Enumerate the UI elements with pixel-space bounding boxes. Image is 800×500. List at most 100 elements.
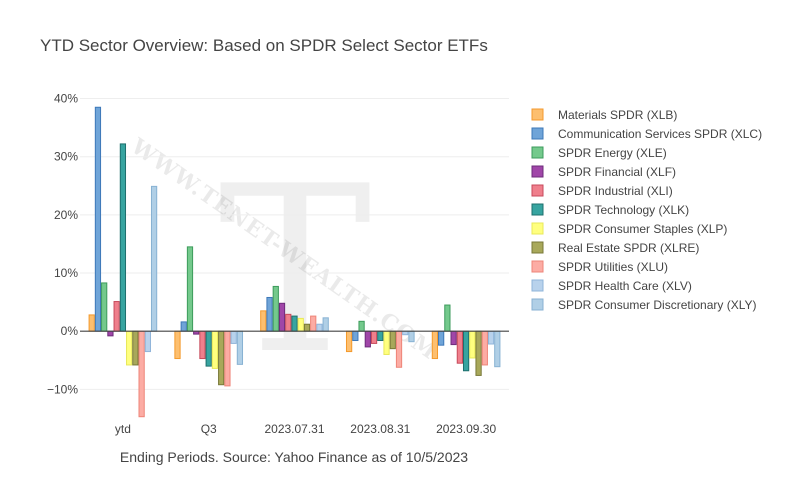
legend-swatch <box>531 165 544 178</box>
bar[interactable] <box>494 330 501 368</box>
legend-swatch <box>531 108 544 121</box>
watermark: T WWW.TENET-WEALTH.COM <box>125 133 441 405</box>
bar[interactable] <box>180 321 187 332</box>
bar[interactable] <box>431 330 439 360</box>
bar[interactable] <box>395 330 403 368</box>
legend-label: SPDR Consumer Staples (XLP) <box>558 222 727 236</box>
bar[interactable] <box>278 302 286 332</box>
x-tick-label: 2023.08.31 <box>350 422 410 436</box>
bar[interactable] <box>370 330 378 344</box>
legend-swatch <box>531 203 544 216</box>
legend-label: SPDR Financial (XLF) <box>558 165 676 179</box>
bar[interactable] <box>469 330 476 359</box>
legend-item[interactable]: SPDR Utilities (XLU) <box>531 260 668 274</box>
legend-label: SPDR Industrial (XLI) <box>558 184 673 198</box>
legend-label: Communication Services SPDR (XLC) <box>558 127 762 141</box>
legend-label: Real Estate SPDR (XLRE) <box>558 241 699 255</box>
bar[interactable] <box>475 330 482 376</box>
legend-label: SPDR Energy (XLE) <box>558 146 667 160</box>
legend-swatch <box>531 260 544 273</box>
bar[interactable] <box>358 320 365 332</box>
legend-swatch <box>531 279 544 292</box>
y-tick-label: 40% <box>54 92 78 106</box>
bar[interactable] <box>383 330 390 355</box>
bar[interactable] <box>450 330 457 346</box>
bar[interactable] <box>101 282 108 332</box>
bar[interactable] <box>88 314 95 332</box>
bar[interactable] <box>316 323 323 332</box>
bar[interactable] <box>456 330 463 364</box>
bar[interactable] <box>132 330 139 366</box>
bar[interactable] <box>174 330 181 360</box>
bar[interactable] <box>266 296 273 332</box>
legend-item[interactable]: Materials SPDR (XLB) <box>531 108 677 122</box>
y-tick-label: −10% <box>47 382 78 396</box>
bar[interactable] <box>211 330 219 369</box>
bar[interactable] <box>438 330 445 346</box>
legend-item[interactable]: SPDR Technology (XLK) <box>531 203 689 217</box>
legend-item[interactable]: SPDR Consumer Staples (XLP) <box>531 222 727 236</box>
x-tick-label: Q3 <box>201 422 217 436</box>
bar[interactable] <box>364 330 371 348</box>
bar[interactable] <box>322 317 329 332</box>
bar[interactable] <box>272 285 279 332</box>
bar[interactable] <box>119 143 127 332</box>
bar[interactable] <box>150 185 158 332</box>
bar[interactable] <box>224 330 231 387</box>
bar[interactable] <box>94 106 102 332</box>
bar[interactable] <box>144 330 151 353</box>
bar[interactable] <box>377 330 384 342</box>
watermark-letter: T <box>218 138 371 405</box>
bar[interactable] <box>303 323 311 332</box>
x-axis-ticks: ytd Q3 2023.07.31 2023.08.31 2023.09.30 <box>115 422 497 436</box>
bar[interactable] <box>138 330 145 418</box>
legend-item[interactable]: SPDR Consumer Discretionary (XLY) <box>531 298 757 312</box>
legend-swatch <box>531 298 544 311</box>
legend-item[interactable]: SPDR Energy (XLE) <box>531 146 667 160</box>
legend-swatch <box>531 241 544 254</box>
bar[interactable] <box>260 310 267 332</box>
legend-item[interactable]: SPDR Industrial (XLI) <box>531 184 673 198</box>
legend[interactable]: Materials SPDR (XLB) Communication Servic… <box>531 108 762 312</box>
legend-label: SPDR Technology (XLK) <box>558 203 689 217</box>
bar[interactable] <box>218 330 225 386</box>
x-axis-label: Ending Periods. Source: Yahoo Finance as… <box>120 449 468 465</box>
bar[interactable] <box>236 330 244 365</box>
bar[interactable] <box>230 330 237 344</box>
legend-label: SPDR Health Care (XLV) <box>558 279 692 293</box>
bar[interactable] <box>205 330 212 367</box>
legend-swatch <box>531 222 544 235</box>
y-tick-label: 30% <box>54 150 78 164</box>
bar[interactable] <box>389 330 396 350</box>
bar[interactable] <box>126 330 133 366</box>
bar[interactable] <box>345 330 353 353</box>
x-tick-label: ytd <box>115 422 131 436</box>
y-tick-label: 10% <box>54 266 78 280</box>
bar[interactable] <box>113 301 120 332</box>
y-axis-ticks: −10% 0% 10% 20% 30% 40% <box>47 92 78 397</box>
bar[interactable] <box>481 330 488 366</box>
bar[interactable] <box>297 317 304 332</box>
legend-item[interactable]: SPDR Financial (XLF) <box>531 165 676 179</box>
legend-item[interactable]: Real Estate SPDR (XLRE) <box>531 241 699 255</box>
legend-item[interactable]: SPDR Health Care (XLV) <box>531 279 692 293</box>
bar[interactable] <box>310 315 317 332</box>
bar[interactable] <box>352 330 359 342</box>
bar[interactable] <box>462 330 470 372</box>
bars <box>88 106 501 418</box>
bar[interactable] <box>186 246 194 332</box>
bar[interactable] <box>444 304 451 332</box>
legend-item[interactable]: Communication Services SPDR (XLC) <box>531 127 762 141</box>
y-tick-label: 0% <box>61 324 79 338</box>
bar[interactable] <box>487 330 495 345</box>
bar[interactable] <box>291 315 298 332</box>
legend-label: SPDR Consumer Discretionary (XLY) <box>558 298 757 312</box>
y-tick-label: 20% <box>54 208 78 222</box>
bar[interactable] <box>199 330 206 360</box>
legend-label: Materials SPDR (XLB) <box>558 108 677 122</box>
bar[interactable] <box>285 313 292 332</box>
bar[interactable] <box>408 330 415 343</box>
bar[interactable] <box>107 330 114 337</box>
